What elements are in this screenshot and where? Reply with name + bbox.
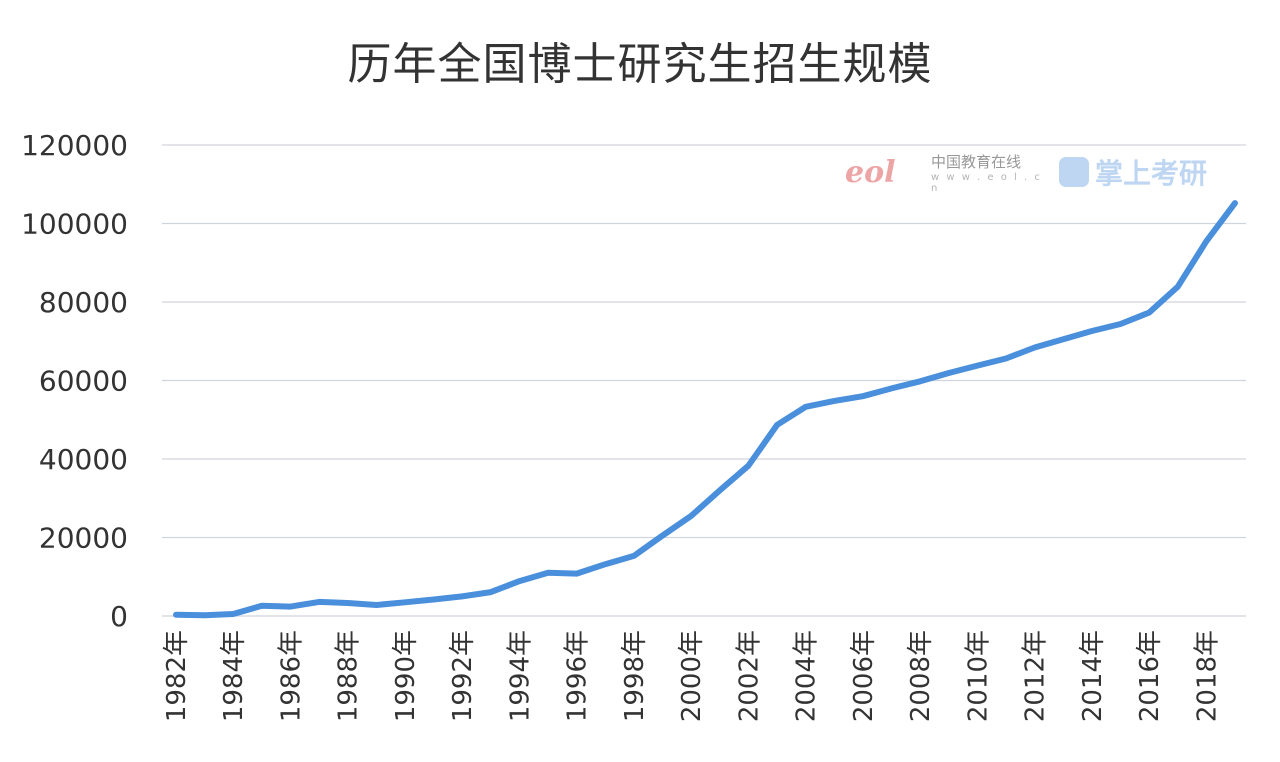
y-tick-label: 80000	[39, 286, 128, 319]
y-tick-label: 20000	[39, 522, 128, 555]
watermark-cn-name: 中国教育在线	[931, 152, 1022, 171]
x-tick-label: 2002年	[734, 630, 764, 722]
x-tick-label: 2012年	[1021, 630, 1051, 722]
x-tick-label: 2008年	[906, 630, 936, 722]
x-tick-label: 1996年	[563, 630, 593, 722]
x-tick-label: 1986年	[276, 630, 306, 722]
y-tick-label: 100000	[21, 208, 128, 241]
y-tick-label: 40000	[39, 443, 128, 476]
x-tick-label: 1982年	[162, 630, 192, 722]
y-tick-label: 120000	[21, 129, 128, 162]
watermark-brand: 掌上考研	[1095, 157, 1208, 190]
x-tick-label: 1988年	[334, 630, 364, 722]
x-tick-label: 1990年	[391, 630, 421, 722]
watermark-url: w w w . e o l . c n	[931, 171, 1042, 194]
series-line	[173, 200, 1238, 619]
eol-logo: eol	[845, 154, 896, 190]
watermark-text: 中国教育在线 w w w . e o l . c n	[931, 151, 1051, 194]
x-tick-label: 1992年	[448, 630, 478, 722]
x-tick-label: 2004年	[792, 630, 822, 722]
series-layer	[173, 200, 1238, 619]
x-tick-label: 2006年	[849, 630, 879, 722]
graduation-cap-icon	[1059, 157, 1089, 187]
x-tick-label: 2014年	[1078, 630, 1108, 722]
chart-title: 历年全国博士研究生招生规模	[347, 39, 933, 90]
x-tick-label: 2010年	[963, 630, 993, 722]
x-tick-label: 1984年	[219, 630, 249, 722]
x-tick-label: 1994年	[505, 630, 535, 722]
y-axis-ticks: 0 20000 40000 60000 80000 100000 120000	[21, 129, 128, 633]
y-tick-label: 0	[110, 600, 128, 633]
x-tick-label: 1998年	[620, 630, 650, 722]
x-tick-label: 2018年	[1192, 630, 1222, 722]
y-tick-label: 60000	[39, 365, 128, 398]
x-tick-label: 2000年	[677, 630, 707, 722]
watermark: eol 中国教育在线 w w w . e o l . c n 掌上考研	[845, 150, 1245, 194]
gridlines	[162, 144, 1246, 617]
x-tick-label: 2016年	[1135, 630, 1165, 722]
x-axis-ticks: 1982年 1984年 1986年 1988年 1990年 1992年 1994年 1996年…	[162, 630, 1222, 722]
